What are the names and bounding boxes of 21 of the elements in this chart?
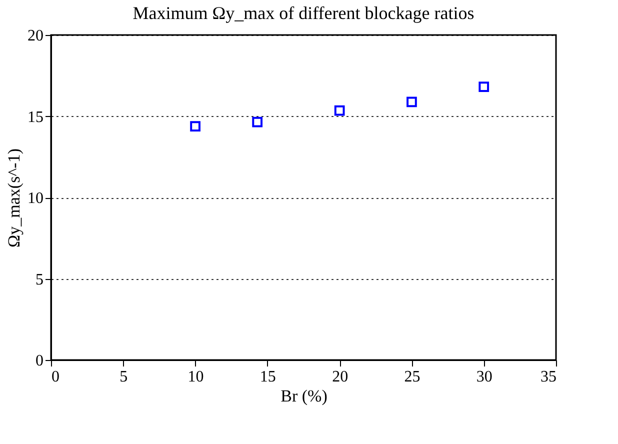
x-tick-label: 30 [476,368,492,386]
x-tick-label: 20 [332,368,348,386]
x-tick-label: 10 [188,368,204,386]
x-tick-label: 0 [52,368,60,386]
point [334,105,345,116]
x-tick-label: 5 [120,368,128,386]
x-axis-title: Br (%) [280,386,328,406]
point [406,96,417,108]
x-tick-label: 35 [540,368,556,386]
y-tick-label: 15 [28,108,44,126]
point [478,82,490,92]
y-tick-label: 10 [28,190,44,207]
x-tick-label: 15 [260,368,276,386]
x-tick-label: 25 [404,368,420,386]
chart-title: Maximum Ωy_max of different blockage ratios [132,3,474,23]
point [252,116,263,128]
y-tick-label: 20 [28,28,44,44]
point [190,121,200,132]
y-tick-label: 0 [36,352,44,370]
y-tick-label: 5 [36,271,44,288]
y-axis-title: Ωy_max(s^-1) [4,148,24,248]
